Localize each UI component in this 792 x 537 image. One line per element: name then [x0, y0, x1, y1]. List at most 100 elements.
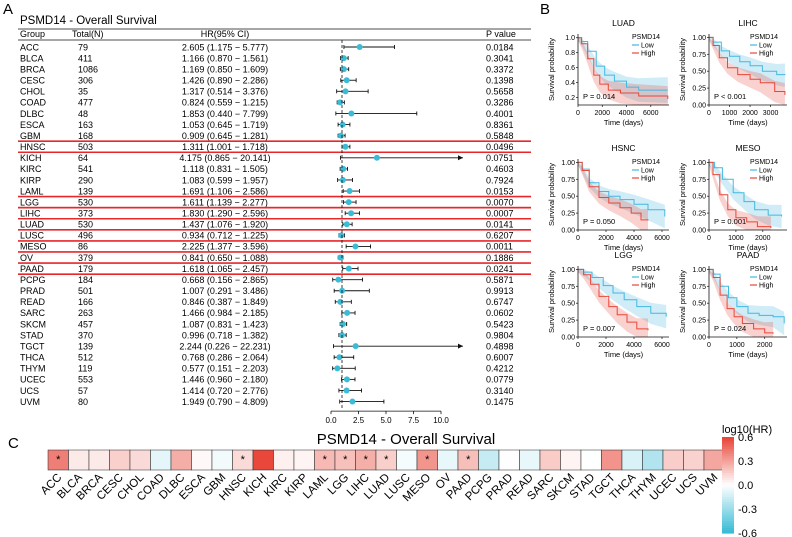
heatmap-cell — [601, 449, 623, 471]
heatmap-cell — [396, 449, 418, 471]
heatmap-legend-title: log10(HR) — [722, 424, 772, 436]
km-ci-band-low — [578, 269, 667, 329]
km-x-label: Time (days) — [604, 118, 644, 127]
forest-row-pvalue: 0.9804 — [486, 330, 514, 340]
heatmap-cell — [437, 449, 459, 471]
forest-row-group: LAML — [20, 186, 44, 196]
forest-hr-point — [344, 309, 351, 316]
km-x-tick-label: 6000 — [654, 235, 670, 242]
km-curve-high — [709, 268, 774, 334]
km-y-tick-label: 0.6 — [565, 65, 575, 72]
heatmap-cell — [68, 449, 90, 471]
km-curve-low — [709, 268, 785, 324]
km-x-tick-label: 4000 — [626, 342, 642, 349]
forest-row-pvalue: 0.4001 — [486, 109, 514, 119]
km-y-tick-label: 0.50 — [692, 301, 706, 308]
km-x-tick-label: 2000 — [742, 110, 758, 117]
km-ci-band-high — [709, 37, 785, 105]
forest-row-total: 477 — [78, 98, 93, 108]
km-legend-title: PSMD14 — [632, 266, 660, 273]
heatmap-cell — [498, 449, 520, 471]
km-pvalue: P = 0.024 — [714, 324, 746, 333]
legend-gradient-step — [722, 444, 734, 448]
km-y-label: Survival probability — [547, 38, 556, 101]
km-ci-band-high — [578, 37, 668, 106]
forest-row-group: LUSC — [20, 231, 45, 241]
forest-row-pvalue: 0.3286 — [486, 98, 514, 108]
forest-x-tick-label: 10.0 — [433, 416, 449, 425]
forest-row-pvalue: 0.5871 — [486, 275, 514, 285]
legend-gradient-step — [722, 509, 734, 512]
forest-row-total: 80 — [78, 397, 88, 407]
forest-plot: 0.0 2.5 5.0 7.5 10.0 — [325, 40, 463, 425]
km-y-tick-label: 0.25 — [561, 318, 575, 325]
km-y-tick-label: 0.75 — [561, 284, 575, 291]
km-x-tick-label: 6000 — [643, 110, 659, 117]
forest-row-pvalue: 0.8361 — [486, 120, 514, 130]
forest-row-total: 530 — [78, 220, 93, 230]
km-curve-high — [578, 268, 649, 331]
km-x-tick-label: 6000 — [654, 342, 670, 349]
km-legend-title: PSMD14 — [632, 34, 660, 41]
forest-row-total: 48 — [78, 109, 88, 119]
legend-gradient-step — [722, 453, 734, 457]
forest-row-pvalue: 0.0153 — [486, 186, 514, 196]
km-y-tick-label: 0.75 — [692, 284, 706, 291]
forest-row-pvalue: 0.0779 — [486, 375, 514, 385]
legend-gradient-step — [722, 449, 734, 452]
forest-hr-point — [337, 132, 344, 139]
forest-row-pvalue: 0.0751 — [486, 153, 514, 163]
forest-x-tick-label: 0.0 — [325, 416, 337, 425]
heatmap-significance-mark: * — [364, 454, 369, 466]
forest-header-pvalue: P value — [486, 29, 516, 39]
forest-row-hr-ci: 2.244 (0.226 − 22.231) — [179, 341, 270, 351]
heatmap-cell — [293, 449, 315, 471]
forest-row-hr-ci: 1.083 (0.599 − 1.957) — [182, 175, 268, 185]
km-y-tick-label: 1.0 — [565, 35, 575, 42]
forest-row-group: LGG — [20, 197, 39, 207]
forest-ci-arrow — [458, 343, 463, 349]
km-legend-low: Low — [641, 275, 655, 282]
km-legend-low: Low — [641, 168, 655, 175]
heatmap-significance-mark: * — [323, 454, 328, 466]
km-curve-low — [578, 37, 668, 91]
forest-row-total: 290 — [78, 175, 93, 185]
km-y-tick-label: 0.00 — [692, 335, 706, 342]
km-y-label: Survival probability — [678, 163, 687, 226]
forest-row-total: 512 — [78, 353, 93, 363]
km-x-tick-label: 4000 — [626, 235, 642, 242]
forest-row-pvalue: 0.1886 — [486, 253, 514, 263]
heatmap-cell — [273, 449, 295, 471]
legend-gradient-step — [722, 437, 734, 440]
km-y-tick-label: 1.00 — [561, 267, 575, 274]
km-curve-high — [578, 37, 669, 99]
legend-gradient-step — [722, 499, 734, 503]
forest-header-hr: HR(95% CI) — [201, 29, 250, 39]
heatmap-cell — [560, 449, 582, 471]
legend-gradient-step — [722, 458, 734, 462]
forest-row-group: READ — [20, 297, 46, 307]
km-ci-band-low — [578, 37, 668, 104]
forest-x-tick-label: 5.0 — [380, 416, 392, 425]
forest-row-total: 306 — [78, 76, 93, 86]
heatmap-significance-mark: * — [241, 454, 246, 466]
legend-gradient-step — [722, 439, 734, 443]
km-y-label: Survival probability — [678, 38, 687, 101]
km-y-label: Survival probability — [547, 270, 556, 333]
forest-hr-point — [339, 121, 346, 128]
forest-hr-point — [340, 165, 347, 172]
legend-gradient-step — [722, 480, 734, 484]
km-plot-luad: LUAD 0.2 0.4 0.6 0.8 1.0 0 2000 4000 6000 Survival… — [547, 18, 669, 127]
km-x-tick-label: 0 — [707, 342, 711, 349]
km-pvalue: P < 0.001 — [714, 92, 746, 101]
forest-row-group: KICH — [20, 153, 42, 163]
forest-row-hr-ci: 0.841 (0.650 − 1.088) — [182, 253, 268, 263]
heatmap-cell — [580, 449, 602, 471]
forest-row-total: 184 — [78, 275, 93, 285]
km-y-tick-label: 0.50 — [692, 194, 706, 201]
forest-row-pvalue: 0.0496 — [486, 142, 514, 152]
km-legend-low: Low — [759, 43, 773, 50]
km-curve-low — [709, 36, 786, 76]
forest-hr-point — [348, 210, 355, 217]
